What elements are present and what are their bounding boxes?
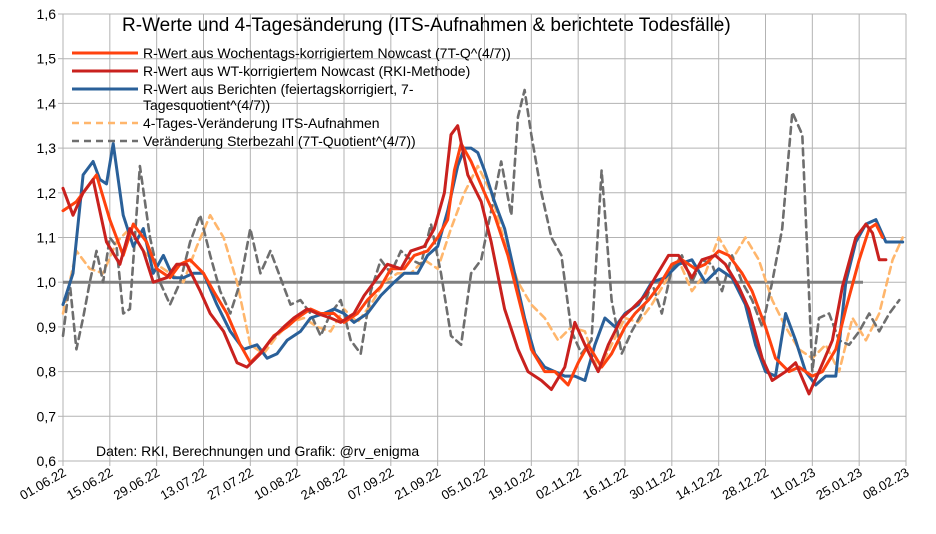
y-tick-label: 0,6 — [37, 453, 57, 469]
y-tick-label: 0,7 — [37, 408, 57, 424]
series-line-4 — [61, 164, 905, 373]
grid-layer — [62, 13, 907, 462]
y-tick-label: 1,1 — [37, 230, 57, 246]
y-tick-label: 0,9 — [37, 319, 57, 335]
legend-label-5: Veränderung Sterbezahl (7T-Quotient^(4/7… — [143, 133, 416, 149]
series-line-1 — [61, 142, 885, 387]
y-tick-label: 1,3 — [37, 140, 57, 156]
legend-label-4: 4-Tages-Veränderung ITS-Aufnahmen — [143, 115, 380, 131]
legend-label-3: Tagesquotient^(4/7)) — [143, 97, 270, 113]
y-tick-label: 1,4 — [37, 95, 57, 111]
y-tick-label: 1,5 — [37, 51, 57, 67]
legend-label-1: R-Wert aus Wochentags-korrigiertem Nowca… — [143, 45, 511, 61]
series-layer — [61, 88, 905, 396]
chart-title: R-Werte und 4-Tagesänderung (ITS-Aufnahm… — [122, 15, 731, 36]
series-line-5 — [61, 88, 901, 373]
y-tick-label: 0,8 — [37, 364, 57, 380]
y-tick-label: 1,2 — [37, 185, 57, 201]
y-tick-label: 1,6 — [37, 6, 57, 22]
series-line-3 — [61, 142, 905, 387]
series-line-2 — [61, 124, 888, 396]
y-tick-label: 1,0 — [37, 274, 57, 290]
legend-label-2: R-Wert aus WT-korrigiertem Nowcast (RKI-… — [143, 63, 470, 79]
chart-credit: Daten: RKI, Berechnungen und Grafik: @rv… — [96, 443, 419, 459]
legend: R-Wert aus Wochentags-korrigiertem Nowca… — [72, 45, 511, 149]
legend-label-3: R-Wert aus Berichten (feiertagskorrigier… — [143, 81, 414, 97]
